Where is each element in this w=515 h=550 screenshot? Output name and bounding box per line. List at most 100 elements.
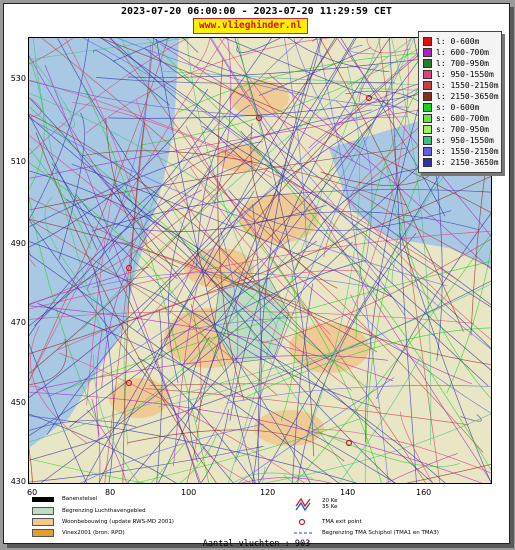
flight-track (150, 443, 185, 483)
flight-track (108, 76, 491, 119)
legend-swatch (423, 103, 432, 112)
flight-track (200, 409, 229, 483)
flight-track (204, 187, 382, 483)
flight-track (323, 136, 436, 258)
flight-track (257, 38, 322, 483)
flight-track (58, 112, 85, 260)
flight-track (115, 38, 304, 275)
flight-track (196, 104, 251, 267)
chart-frame: 2023-07-20 06:00:00 - 2023-07-20 11:29:5… (3, 3, 510, 549)
flight-track (29, 97, 311, 483)
tma-exit-point (125, 264, 133, 272)
flight-track (29, 114, 98, 251)
flight-track (71, 163, 392, 298)
flight-track (145, 388, 469, 426)
flight-track (35, 132, 217, 483)
altitude-legend: l: 0-600m l: 600-700m l: 700-950m l: 950… (418, 31, 502, 173)
flight-track (29, 280, 491, 461)
flight-track (29, 413, 177, 483)
flight-track (237, 377, 395, 483)
flight-track (307, 426, 460, 467)
flight-track (112, 38, 171, 62)
flight-track (385, 453, 458, 483)
flight-track (59, 352, 306, 483)
flight-track (389, 38, 417, 483)
legend-item: s: 1550-2150m (419, 146, 501, 157)
tma-boundary-legend: Begrenzing TMA Schiphol (TMA1 en TMA3) (294, 529, 439, 537)
flight-track (104, 38, 155, 483)
flight-track (234, 270, 491, 365)
tma-exit-legend: TMA exit point (294, 518, 362, 526)
flight-track (92, 272, 375, 289)
flight-track (168, 38, 232, 315)
flight-track (100, 38, 491, 349)
flight-track (209, 38, 491, 483)
ke-contour-icon (295, 497, 311, 512)
tma-exit-point (125, 379, 133, 387)
flight-track (29, 38, 74, 65)
flight-track (134, 418, 360, 483)
flight-track (29, 38, 225, 382)
x-tick-label: 60 (27, 488, 38, 497)
flight-track (149, 383, 299, 387)
flights-count: Aantal vluchten : 903 (202, 539, 311, 549)
flight-track (205, 38, 441, 287)
flight-track (91, 399, 101, 483)
flight-track (29, 219, 234, 483)
y-tick-label: 530 (10, 74, 26, 83)
x-tick-label: 140 (340, 488, 356, 497)
legend-item: s: 950-1550m (419, 135, 501, 146)
flight-track (93, 49, 170, 106)
flight-track (234, 38, 314, 457)
flight-track (96, 77, 395, 84)
flight-track (69, 260, 366, 428)
flight-track (294, 167, 431, 271)
map-legend: Banenstelsel Begrenzing Luchthavengebied… (32, 496, 492, 540)
flight-track (101, 189, 202, 389)
flight-track (29, 195, 97, 420)
x-tick-label: 100 (181, 488, 197, 497)
flight-track (228, 189, 452, 232)
flight-track (51, 163, 200, 483)
flight-track (358, 65, 379, 103)
flight-track (44, 196, 113, 318)
flight-track (98, 38, 336, 483)
flight-track (344, 38, 409, 330)
legend-swatch (423, 136, 432, 145)
flight-track (29, 218, 278, 396)
legend-swatch (423, 147, 432, 156)
airport-boundary-swatch (32, 507, 54, 515)
flight-track (29, 415, 358, 483)
site-badge[interactable]: www.vlieghinder.nl (193, 18, 308, 34)
flight-track (319, 38, 464, 332)
flight-track (116, 38, 409, 108)
flight-track (313, 428, 491, 474)
flight-track (159, 316, 308, 343)
ke-legend: 20 Ke 35 Ke (294, 496, 337, 512)
legend-swatch (423, 48, 432, 57)
legend-item: s: 2150-3650m (419, 157, 501, 168)
flight-track (192, 38, 211, 70)
flight-track (194, 228, 239, 460)
flight-track (375, 213, 491, 400)
flight-track (182, 38, 199, 53)
flight-track (268, 74, 491, 270)
legend-swatch (423, 92, 432, 101)
flight-track (250, 123, 338, 289)
flight-track (86, 409, 127, 483)
flight-track (48, 239, 291, 397)
flight-track (338, 356, 421, 483)
flight-track (29, 147, 92, 250)
flight-track (29, 241, 446, 483)
runway-legend: Banenstelsel (32, 496, 97, 502)
flight-track (366, 38, 411, 54)
flight-track (29, 170, 330, 361)
flight-track (223, 38, 453, 129)
flight-track (258, 47, 372, 96)
flight-track (29, 338, 67, 385)
flight-track (283, 474, 295, 483)
flight-track (335, 100, 373, 263)
y-tick-label: 510 (10, 157, 26, 166)
flight-track (29, 106, 368, 389)
flight-track (57, 38, 395, 483)
